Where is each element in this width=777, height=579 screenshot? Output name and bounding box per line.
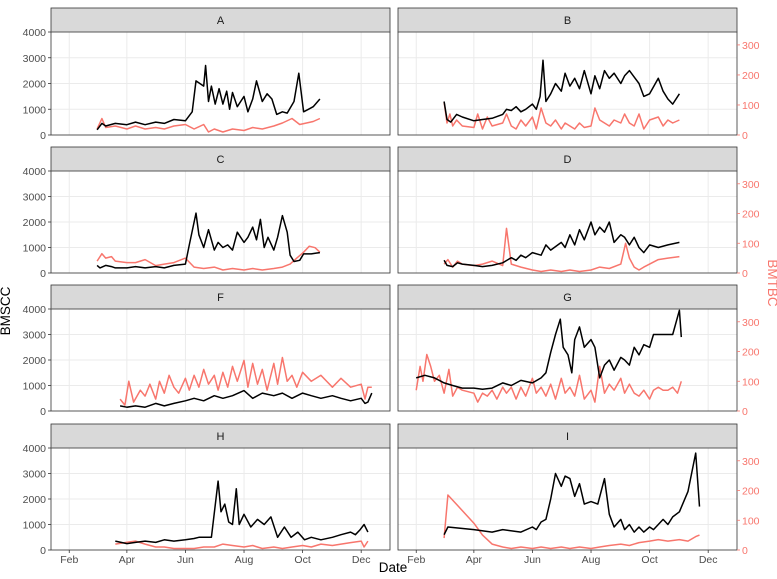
y-tick-label-right: 200 — [742, 347, 760, 359]
y-tick-label-right: 0 — [742, 406, 748, 418]
y-tick-label-left: 3000 — [23, 330, 47, 342]
chart-panels: A01000200030004000B0100200300C0100020003… — [23, 7, 760, 566]
panel-strip — [50, 146, 391, 172]
series-line-bmscc — [443, 59, 681, 123]
x-tick-label: Feb — [407, 554, 425, 566]
panel-border — [397, 31, 738, 136]
panel-g: G 0 100 200 300 — [397, 284, 760, 418]
y-tick-label-left: 4000 — [23, 304, 47, 316]
panel-strip — [50, 423, 391, 449]
series-line-bmscc — [443, 221, 680, 268]
x-tick-label: Apr — [119, 554, 136, 566]
panel-grid — [51, 31, 390, 136]
panel-b: B 0 100 200 300 — [397, 7, 760, 142]
panel-strip — [397, 146, 738, 172]
y-tick-label-left: 2000 — [23, 79, 47, 91]
y-tick-label-left: 0 — [40, 130, 46, 142]
x-axis-title: Date — [379, 560, 408, 575]
series-line-bmscc — [443, 452, 701, 536]
y-tick-label-right: 0 — [742, 545, 748, 557]
panel-strip — [50, 284, 391, 310]
x-tick-label: Aug — [582, 554, 601, 566]
y-tick-label-left: 3000 — [23, 53, 47, 65]
panel-i: I 0 100 200 300 Feb Apr Jun Aug Oct Dec — [397, 423, 760, 566]
series-line-bmscc — [115, 480, 369, 545]
y-tick-label-right: 0 — [742, 268, 748, 280]
y-tick-label-right: 200 — [742, 486, 760, 498]
panel-a: A 0 1000 2000 3000 4000 — [23, 7, 391, 142]
y-tick-label-right: 300 — [742, 40, 760, 52]
panel-f: F 0 1000 2000 3000 4000 — [23, 284, 391, 418]
panel-label: G — [563, 292, 572, 304]
y-tick-label-left: 0 — [40, 545, 46, 557]
y-tick-label-left: 1000 — [23, 381, 47, 393]
y-tick-label-left: 2000 — [23, 494, 47, 506]
panel-strip — [397, 423, 738, 449]
left-y-axis-title: BMSCC — [0, 286, 13, 335]
y-tick-label-right: 100 — [742, 238, 760, 250]
series-line-bmscc — [96, 212, 320, 269]
panel-border — [397, 447, 738, 551]
x-tick-label: Jun — [177, 554, 194, 566]
panel-strip — [397, 284, 738, 310]
series-line-bmscc — [415, 309, 683, 391]
series-line-bmtbc — [443, 101, 680, 130]
panel-strip — [397, 7, 738, 33]
x-tick-label: Aug — [235, 554, 254, 566]
y-tick-label-right: 200 — [742, 209, 760, 221]
y-tick-label-left: 0 — [40, 406, 46, 418]
panel-d: D 0 100 200 300 — [397, 146, 760, 280]
x-tick-label: Oct — [294, 554, 310, 566]
y-tick-label-left: 4000 — [23, 166, 47, 178]
x-tick-label: Dec — [352, 554, 371, 566]
y-tick-label-left: 1000 — [23, 104, 47, 116]
x-tick-label: Oct — [641, 554, 657, 566]
y-tick-label-right: 100 — [742, 100, 760, 112]
y-tick-label-right: 100 — [742, 376, 760, 388]
right-y-axis-title: BMTBC — [765, 259, 777, 307]
y-tick-label-left: 0 — [40, 268, 46, 280]
y-tick-label-right: 0 — [742, 130, 748, 142]
panel-label: H — [217, 431, 225, 443]
panel-label: F — [217, 292, 224, 304]
y-tick-label-right: 300 — [742, 179, 760, 191]
x-tick-label: Apr — [466, 554, 483, 566]
y-tick-label-left: 2000 — [23, 355, 47, 367]
series-line-bmtbc — [443, 494, 700, 550]
y-tick-label-left: 4000 — [23, 443, 47, 455]
panel-label: B — [564, 15, 571, 27]
panel-label: C — [217, 154, 225, 166]
panel-border — [397, 308, 738, 412]
series-line-bmtbc — [96, 117, 321, 133]
y-tick-label-left: 1000 — [23, 243, 47, 255]
series-line-bmtbc — [115, 540, 369, 550]
y-tick-label-left: 1000 — [23, 520, 47, 532]
y-tick-label-right: 100 — [742, 515, 760, 527]
panel-label: I — [566, 431, 569, 443]
panel-strip — [50, 7, 391, 33]
y-tick-label-right: 300 — [742, 456, 760, 468]
x-tick-label: Feb — [60, 554, 78, 566]
panel-c: C 0 1000 2000 3000 4000 — [23, 146, 391, 280]
y-tick-label-right: 300 — [742, 317, 760, 329]
x-tick-label: Jun — [524, 554, 541, 566]
y-tick-label-left: 2000 — [23, 217, 47, 229]
panel-label: A — [217, 15, 225, 27]
y-tick-label-left: 3000 — [23, 469, 47, 481]
series-line-bmtbc — [415, 353, 683, 403]
y-tick-label-left: 4000 — [23, 27, 47, 39]
x-tick-label: Dec — [699, 554, 718, 566]
y-tick-label-right: 200 — [742, 70, 760, 82]
y-tick-label-left: 3000 — [23, 192, 47, 204]
panel-h: H 0 1000 2000 3000 4000 Feb Apr Jun Aug Oct Dec — [23, 423, 391, 566]
series-line-bmscc — [96, 64, 321, 131]
panel-border — [397, 170, 738, 274]
series-line-bmtbc — [119, 356, 372, 406]
series-line-bmscc — [119, 389, 373, 408]
panel-label: D — [564, 154, 572, 166]
